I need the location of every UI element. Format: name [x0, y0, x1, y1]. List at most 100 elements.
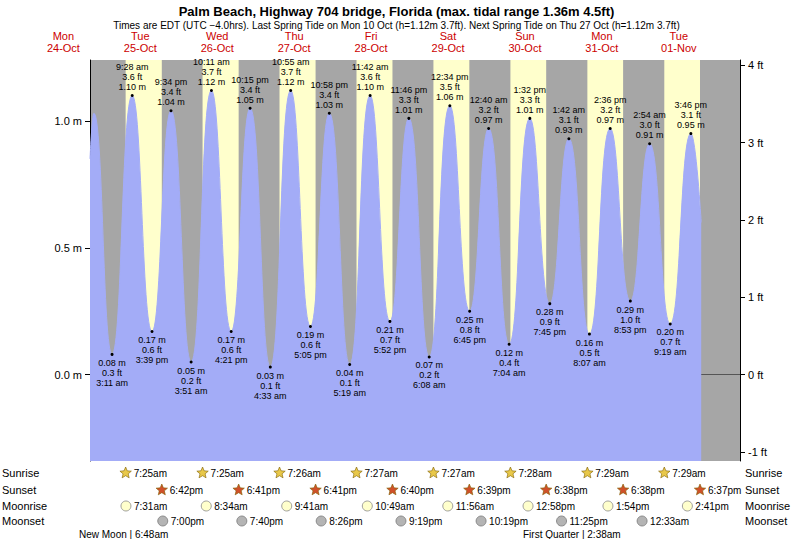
svg-text:0.8 ft: 0.8 ft	[460, 325, 481, 335]
svg-text:Moonrise: Moonrise	[745, 500, 790, 512]
svg-text:10:49am: 10:49am	[375, 501, 414, 512]
svg-text:5:52 pm: 5:52 pm	[374, 345, 407, 355]
svg-text:Moonset: Moonset	[745, 515, 787, 527]
svg-text:1:32 pm: 1:32 pm	[514, 85, 547, 95]
svg-text:6:41pm: 6:41pm	[247, 485, 280, 496]
svg-text:1.05 m: 1.05 m	[236, 95, 264, 105]
svg-text:3.4 ft: 3.4 ft	[240, 85, 261, 95]
svg-text:6:37pm: 6:37pm	[708, 485, 741, 496]
svg-text:3.0 ft: 3.0 ft	[640, 120, 661, 130]
svg-text:Mon: Mon	[53, 30, 74, 42]
svg-text:12:33am: 12:33am	[650, 516, 689, 527]
svg-text:6:41pm: 6:41pm	[324, 485, 357, 496]
svg-text:7:31am: 7:31am	[134, 501, 167, 512]
svg-text:0.21 m: 0.21 m	[376, 325, 404, 335]
svg-text:7:27am: 7:27am	[441, 468, 474, 479]
svg-text:29-Oct: 29-Oct	[432, 42, 465, 54]
svg-text:0.17 m: 0.17 m	[138, 335, 166, 345]
svg-text:9:41am: 9:41am	[295, 501, 328, 512]
svg-text:3.6 ft: 3.6 ft	[360, 72, 381, 82]
svg-text:3.2 ft: 3.2 ft	[479, 105, 500, 115]
svg-text:10:58 pm: 10:58 pm	[311, 80, 349, 90]
svg-text:1.01 m: 1.01 m	[516, 105, 544, 115]
svg-text:12:40 am: 12:40 am	[470, 95, 508, 105]
svg-text:0.9 ft: 0.9 ft	[540, 317, 561, 327]
svg-text:3.2 ft: 3.2 ft	[600, 105, 621, 115]
svg-text:7:04 am: 7:04 am	[493, 368, 526, 378]
svg-text:8:34am: 8:34am	[214, 501, 247, 512]
svg-text:24-Oct: 24-Oct	[47, 42, 80, 54]
svg-text:6:38pm: 6:38pm	[631, 485, 664, 496]
svg-text:1.10 m: 1.10 m	[356, 82, 384, 92]
svg-text:3:46 pm: 3:46 pm	[675, 100, 708, 110]
svg-text:0.3 ft: 0.3 ft	[102, 368, 123, 378]
svg-text:Sunrise: Sunrise	[2, 467, 39, 479]
svg-text:28-Oct: 28-Oct	[355, 42, 388, 54]
svg-text:6:42pm: 6:42pm	[170, 485, 203, 496]
svg-text:3.1 ft: 3.1 ft	[559, 115, 580, 125]
svg-text:1 ft: 1 ft	[748, 291, 763, 303]
svg-text:4:33 am: 4:33 am	[254, 391, 287, 401]
svg-text:0.29 m: 0.29 m	[617, 305, 645, 315]
svg-text:3.5 ft: 3.5 ft	[440, 82, 461, 92]
svg-text:10:15 pm: 10:15 pm	[231, 75, 269, 85]
svg-text:3.7 ft: 3.7 ft	[281, 67, 302, 77]
svg-text:30-Oct: 30-Oct	[508, 42, 541, 54]
svg-text:1.12 m: 1.12 m	[198, 77, 226, 87]
svg-text:0.6 ft: 0.6 ft	[300, 340, 321, 350]
svg-text:0.03 m: 0.03 m	[257, 371, 285, 381]
svg-text:0.17 m: 0.17 m	[217, 335, 245, 345]
svg-text:7:25am: 7:25am	[211, 468, 244, 479]
svg-text:0.25 m: 0.25 m	[456, 315, 484, 325]
svg-text:0.28 m: 0.28 m	[536, 307, 564, 317]
svg-text:1:54pm: 1:54pm	[616, 501, 649, 512]
svg-text:First Quarter | 2:38am: First Quarter | 2:38am	[523, 529, 621, 539]
svg-text:7:27am: 7:27am	[365, 468, 398, 479]
svg-text:1.04 m: 1.04 m	[157, 97, 185, 107]
svg-text:3:51 am: 3:51 am	[175, 386, 208, 396]
svg-text:Sun: Sun	[515, 30, 535, 42]
svg-text:12:34 pm: 12:34 pm	[431, 72, 469, 82]
svg-text:6:39pm: 6:39pm	[477, 485, 510, 496]
svg-text:0.6 ft: 0.6 ft	[142, 345, 163, 355]
svg-text:7:29am: 7:29am	[672, 468, 705, 479]
svg-text:1:42 am: 1:42 am	[553, 105, 586, 115]
svg-text:0.97 m: 0.97 m	[596, 115, 624, 125]
svg-text:Mon: Mon	[591, 30, 612, 42]
svg-text:7:26am: 7:26am	[288, 468, 321, 479]
svg-text:0.91 m: 0.91 m	[636, 130, 664, 140]
svg-text:4 ft: 4 ft	[748, 59, 763, 71]
svg-text:11:46 pm: 11:46 pm	[390, 85, 427, 95]
svg-text:Wed: Wed	[206, 30, 228, 42]
svg-text:01-Nov: 01-Nov	[661, 42, 697, 54]
svg-text:0.19 m: 0.19 m	[297, 330, 325, 340]
svg-text:0.20 m: 0.20 m	[656, 327, 684, 337]
svg-text:Sat: Sat	[440, 30, 457, 42]
svg-text:0.04 m: 0.04 m	[336, 368, 364, 378]
svg-text:8:07 am: 8:07 am	[573, 358, 606, 368]
svg-text:Moonset: Moonset	[2, 515, 44, 527]
svg-text:0.95 m: 0.95 m	[677, 120, 705, 130]
svg-text:11:25pm: 11:25pm	[570, 516, 608, 527]
svg-text:0.97 m: 0.97 m	[475, 115, 503, 125]
svg-text:4:21 pm: 4:21 pm	[215, 355, 248, 365]
svg-text:3.3 ft: 3.3 ft	[520, 95, 541, 105]
svg-text:7:29am: 7:29am	[595, 468, 628, 479]
svg-text:Sunrise: Sunrise	[745, 467, 782, 479]
svg-text:3.7 ft: 3.7 ft	[201, 67, 222, 77]
svg-text:10:55 am: 10:55 am	[272, 57, 310, 67]
svg-text:10:11 am: 10:11 am	[193, 57, 230, 67]
svg-text:27-Oct: 27-Oct	[278, 42, 311, 54]
svg-text:6:45 pm: 6:45 pm	[453, 335, 486, 345]
svg-text:Times are EDT (UTC −4.0hrs). L: Times are EDT (UTC −4.0hrs). Last Spring…	[113, 20, 679, 31]
svg-text:1.0 ft: 1.0 ft	[620, 315, 641, 325]
svg-text:0.08 m: 0.08 m	[98, 358, 126, 368]
svg-text:3 ft: 3 ft	[748, 137, 763, 149]
svg-text:9:28 am: 9:28 am	[116, 62, 149, 72]
svg-text:5:05 pm: 5:05 pm	[294, 350, 327, 360]
svg-text:3.6 ft: 3.6 ft	[122, 72, 143, 82]
svg-text:2:41pm: 2:41pm	[695, 501, 728, 512]
svg-text:25-Oct: 25-Oct	[124, 42, 157, 54]
svg-text:0.93 m: 0.93 m	[555, 125, 583, 135]
svg-text:7:45 pm: 7:45 pm	[534, 327, 567, 337]
